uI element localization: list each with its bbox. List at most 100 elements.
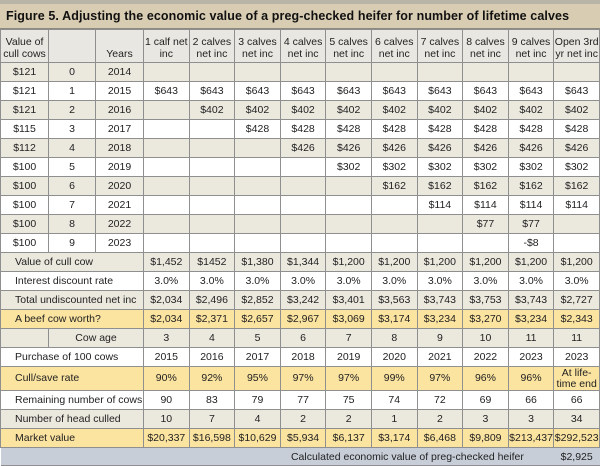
table-cell <box>188 62 236 82</box>
summary-value: $1,200 <box>507 252 555 272</box>
table-cell <box>325 62 372 82</box>
table-cell: $426 <box>279 138 327 158</box>
table-cell <box>188 195 236 215</box>
summary-value: 34 <box>553 409 600 429</box>
summary-row: A beef cow worth? $2,034 $2,371 $2,657 $2,96… <box>0 309 600 329</box>
summary-value: 2022 <box>462 347 509 367</box>
table-cell: -$8 <box>507 233 555 253</box>
table-cell: 2019 <box>95 157 144 177</box>
summary-label: Number of head culled <box>0 409 144 429</box>
table-cell: $100 <box>0 157 49 177</box>
table-cell: $302 <box>370 157 418 177</box>
summary-value: $20,337 <box>143 428 190 448</box>
summary-row: Number of head culled 10 7 4 2 2 1 2 3 3 34 <box>0 409 600 429</box>
table-row: $100 8 2022 $77 $77 <box>0 214 600 234</box>
summary-value: $1,200 <box>370 252 418 272</box>
table-cell: $302 <box>325 157 372 177</box>
summary-value: 3.0% <box>188 271 236 291</box>
table-cell: $100 <box>0 214 49 234</box>
column-header <box>48 29 96 63</box>
table-cell: 2020 <box>95 176 144 196</box>
summary-value: $3,174 <box>370 428 418 448</box>
summary-value: 96% <box>462 366 509 391</box>
summary-label: Remaining number of cows <box>0 390 144 410</box>
table-cell <box>416 62 464 82</box>
summary-value: $3,753 <box>462 290 509 310</box>
summary-value: $5,934 <box>279 428 327 448</box>
summary-value: $16,598 <box>188 428 236 448</box>
summary-label: Purchase of 100 cows <box>0 347 144 367</box>
table-cell <box>143 195 190 215</box>
summary-value: $3,401 <box>325 290 372 310</box>
table-cell: $428 <box>234 119 281 139</box>
table-cell: $428 <box>553 119 600 139</box>
summary-value: $1,344 <box>279 252 327 272</box>
summary-value: 99% <box>370 366 418 391</box>
summary-value: $1,200 <box>553 252 600 272</box>
summary-value: 8 <box>370 328 418 348</box>
summary-row: Value of cull cow $1,452 $1452 $1,380 $1,344… <box>0 252 600 272</box>
column-header: 7 calves net inc <box>416 29 464 63</box>
table-cell: $302 <box>462 157 509 177</box>
table-cell: $302 <box>416 157 464 177</box>
summary-value: 7 <box>188 409 236 429</box>
blank-cell <box>0 328 49 348</box>
summary-value: $2,852 <box>234 290 281 310</box>
table-cell <box>370 195 418 215</box>
table-cell: 2018 <box>95 138 144 158</box>
table-cell <box>143 100 190 120</box>
table-cell <box>188 157 236 177</box>
summary-value: 5 <box>234 328 281 348</box>
table-cell: $302 <box>553 157 600 177</box>
table-cell <box>143 62 190 82</box>
summary-value: At life-time end <box>553 366 600 391</box>
table-cell <box>234 176 281 196</box>
table-cell: $100 <box>0 195 49 215</box>
table-cell: 2017 <box>95 119 144 139</box>
table-row: $112 4 2018 $426 $426 $426 $426 $426 $426 $426 <box>0 138 600 158</box>
summary-value: 3 <box>143 328 190 348</box>
summary-value: 4 <box>188 328 236 348</box>
summary-value: 97% <box>279 366 327 391</box>
summary-value: 3.0% <box>507 271 555 291</box>
table-cell: $114 <box>507 195 555 215</box>
table-cell: $115 <box>0 119 49 139</box>
summary-value: 2018 <box>279 347 327 367</box>
figure-title: Figure 5. Adjusting the economic value o… <box>0 4 600 29</box>
table-row: $121 1 2015 $643 $643 $643 $643 $643 $643 $643 $64… <box>0 81 600 101</box>
table-cell: $114 <box>462 195 509 215</box>
table-cell <box>188 119 236 139</box>
table-cell <box>143 233 190 253</box>
summary-value: 83 <box>188 390 236 410</box>
table-cell <box>234 157 281 177</box>
column-header: 2 calves net inc <box>188 29 236 63</box>
summary-value: 2015 <box>143 347 190 367</box>
table-cell: 2014 <box>95 62 144 82</box>
summary-value: 90% <box>143 366 190 391</box>
table-cell <box>370 62 418 82</box>
table-cell: $402 <box>325 100 372 120</box>
table-cell <box>234 195 281 215</box>
summary-value: $292,523 <box>553 428 600 448</box>
table-cell: $643 <box>279 81 327 101</box>
table-cell <box>143 138 190 158</box>
table-cell: 7 <box>48 195 96 215</box>
table-cell: $643 <box>143 81 190 101</box>
summary-value: 7 <box>325 328 372 348</box>
table-cell <box>416 214 464 234</box>
table-cell: 2022 <box>95 214 144 234</box>
summary-row: Purchase of 100 cows 2015 2016 2017 2018 2019… <box>0 347 600 367</box>
table-cell <box>234 62 281 82</box>
table-cell: $643 <box>553 81 600 101</box>
summary-value: 1 <box>370 409 418 429</box>
table-cell: $114 <box>553 195 600 215</box>
summary-value: 3.0% <box>462 271 509 291</box>
summary-value: 3 <box>507 409 555 429</box>
table-cell: 2023 <box>95 233 144 253</box>
table-cell: $402 <box>234 100 281 120</box>
summary-label: Interest discount rate <box>0 271 144 291</box>
column-header: Value of cull cows <box>0 29 49 63</box>
table-cell: $402 <box>507 100 555 120</box>
table-cell: $402 <box>370 100 418 120</box>
